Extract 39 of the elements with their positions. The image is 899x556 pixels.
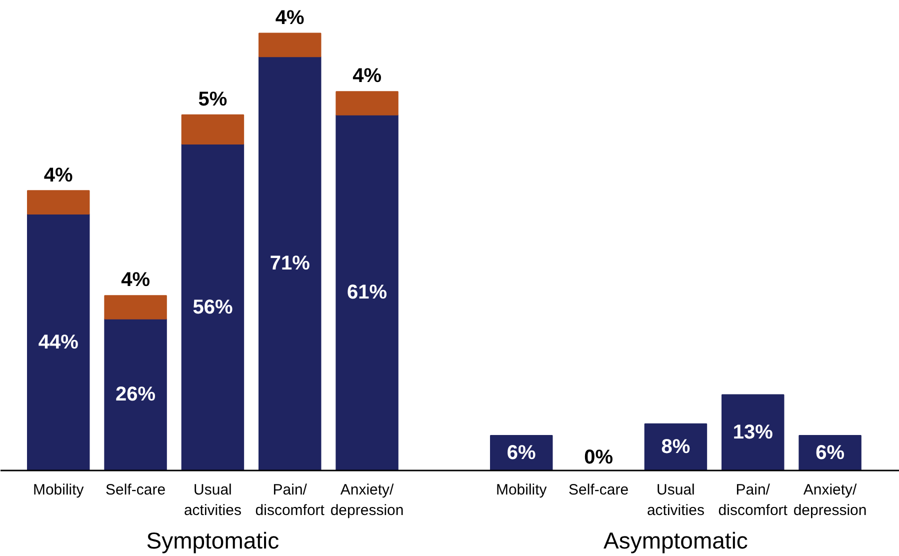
bar (181, 144, 244, 470)
data-label: 71% (270, 252, 310, 275)
data-label: 4% (275, 6, 305, 29)
bar (27, 190, 90, 215)
data-label: 4% (121, 269, 150, 292)
x-tick-label: Pain/ discomfort (718, 482, 788, 519)
x-tick-label: Anxiety/ depression (793, 482, 867, 519)
text: Symptomatic (146, 528, 280, 554)
text: Asymptomatic (604, 528, 748, 554)
bar (336, 114, 398, 470)
x-tick-label: Mobility (32, 482, 84, 498)
data-label: 4% (352, 65, 382, 88)
data-label: 4% (44, 164, 74, 186)
bar (27, 214, 90, 470)
data-label: 6% (816, 442, 845, 464)
x-tick-label: Usual activities (646, 482, 704, 519)
data-label: 5% (198, 88, 228, 111)
data-label: 0% (584, 446, 614, 468)
data-label: 13% (732, 422, 774, 444)
bar (104, 318, 167, 470)
data-label: 6% (506, 442, 536, 464)
x-tick-label: Mobility (496, 482, 548, 498)
bar (181, 114, 244, 145)
bar (644, 423, 708, 470)
x-tick-label: Usual activities (184, 482, 242, 519)
data-label: 61% (347, 282, 388, 304)
x-tick-label: Pain/ discomfort (255, 482, 326, 519)
bar (258, 56, 322, 470)
x-tick-label: Self-care (568, 482, 629, 498)
bar (336, 91, 398, 116)
x-tick-label: Anxiety/ depression (330, 482, 404, 519)
x-tick-label: Self-care (106, 482, 166, 498)
data-label: 44% (38, 331, 79, 354)
data-label: 26% (116, 384, 156, 406)
bar (722, 394, 784, 470)
bar (104, 295, 167, 320)
data-label: 8% (661, 436, 690, 458)
data-label: 56% (192, 296, 233, 318)
bar (258, 32, 322, 58)
